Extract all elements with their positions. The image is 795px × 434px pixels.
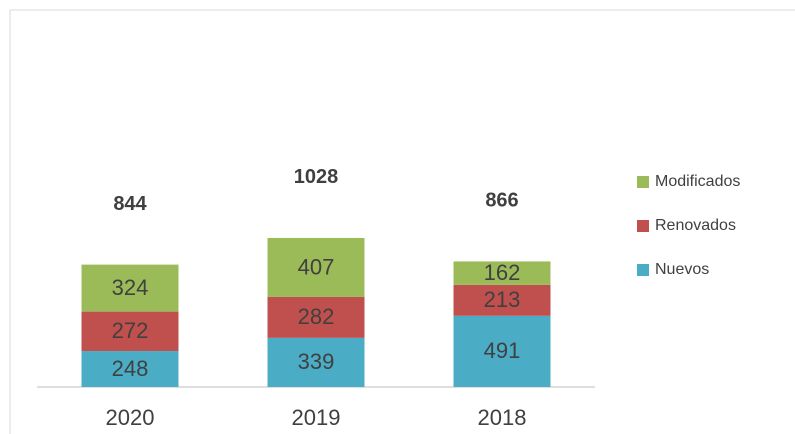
value-label: 213	[484, 287, 521, 312]
legend-swatch	[637, 176, 649, 188]
x-tick-label: 2020	[106, 405, 155, 430]
total-label: 1028	[294, 166, 339, 188]
bar-segment	[81, 264, 179, 312]
legend-label: Renovados	[655, 217, 736, 234]
legend-label: Nuevos	[655, 261, 709, 278]
bar-segment	[267, 337, 365, 387]
value-label: 491	[484, 338, 521, 363]
x-tick-label: 2019	[292, 405, 341, 430]
legend-swatch	[637, 220, 649, 232]
bar-segment	[453, 315, 551, 387]
x-tick-label: 2018	[478, 405, 527, 430]
legend-label: Modificados	[655, 173, 740, 190]
value-label: 324	[112, 275, 149, 300]
value-label: 282	[298, 304, 335, 329]
value-label: 407	[298, 254, 335, 279]
total-label: 844	[113, 193, 147, 215]
bar-segment	[267, 296, 365, 338]
value-label: 339	[298, 349, 335, 374]
bar-segment	[81, 311, 179, 352]
bar-segment	[81, 351, 179, 387]
value-label: 272	[112, 318, 149, 343]
bar-segment	[453, 261, 551, 285]
bar-segment	[453, 284, 551, 316]
bar-segment	[267, 237, 365, 297]
total-label: 866	[485, 190, 518, 212]
legend-swatch	[637, 264, 649, 276]
value-label: 162	[484, 260, 521, 285]
value-label: 248	[112, 356, 149, 381]
